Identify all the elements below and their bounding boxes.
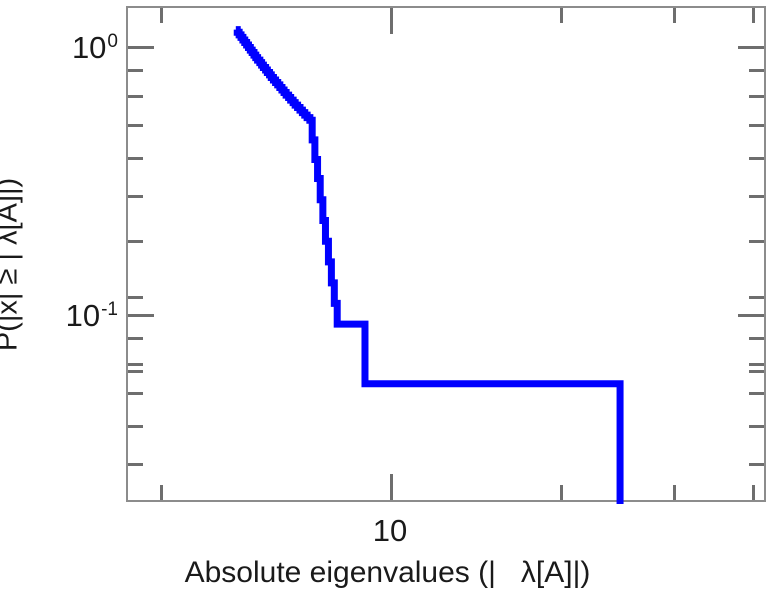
y-minor-tick-right: [749, 363, 764, 366]
y-minor-tick: [128, 296, 143, 299]
y-tick-label-1e0: 100: [71, 30, 118, 65]
y-minor-tick-right: [749, 69, 764, 72]
y-minor-tick: [128, 425, 143, 428]
x-minor-tick-top: [160, 8, 163, 23]
y-major-tick-right-1e-1: [738, 314, 764, 317]
series-ccdf-line: [233, 26, 624, 504]
x-major-tick-10: [390, 474, 393, 500]
y-minor-tick: [128, 392, 143, 395]
x-minor-tick-top: [560, 8, 563, 23]
x-tick-label-10: 10: [372, 513, 408, 548]
y-major-tick-1e0: [128, 46, 154, 49]
plot-area: [233, 26, 624, 504]
y-minor-tick: [128, 69, 143, 72]
y-minor-tick-right: [749, 425, 764, 428]
y-minor-tick: [128, 363, 143, 366]
x-minor-tick-top: [673, 8, 676, 23]
y-minor-tick: [128, 95, 143, 98]
y-minor-tick: [128, 337, 143, 340]
y-minor-tick: [128, 370, 143, 373]
y-minor-tick-right: [749, 240, 764, 243]
y-minor-tick-right: [749, 337, 764, 340]
y-minor-tick-right: [749, 370, 764, 373]
y-minor-tick-right: [749, 392, 764, 395]
x-minor-tick: [560, 485, 563, 500]
y-minor-tick-right: [749, 296, 764, 299]
y-minor-tick-right: [749, 463, 764, 466]
y-minor-tick-right: [749, 124, 764, 127]
y-major-tick-right-1e0: [738, 46, 764, 49]
y-minor-tick-right: [749, 95, 764, 98]
x-axis-title: Absolute eigenvalues (| λ[A]|): [184, 556, 591, 589]
x-minor-tick: [160, 485, 163, 500]
y-minor-tick-right: [749, 195, 764, 198]
y-minor-tick: [128, 124, 143, 127]
x-minor-tick-top: [752, 8, 755, 23]
y-minor-tick-right: [749, 157, 764, 160]
x-major-tick-top-10: [390, 8, 393, 34]
y-axis-title: P(|x| ≥ | λ[A]|): [0, 177, 24, 352]
x-minor-tick: [673, 485, 676, 500]
y-minor-tick: [128, 463, 143, 466]
y-major-tick-1e-1: [128, 314, 154, 317]
axes-frame: [126, 6, 766, 504]
y-tick-label-1e-1: 10-1: [65, 298, 118, 333]
x-minor-tick: [752, 485, 755, 500]
y-minor-tick: [128, 240, 143, 243]
y-minor-tick: [128, 195, 143, 198]
y-minor-tick: [128, 157, 143, 160]
